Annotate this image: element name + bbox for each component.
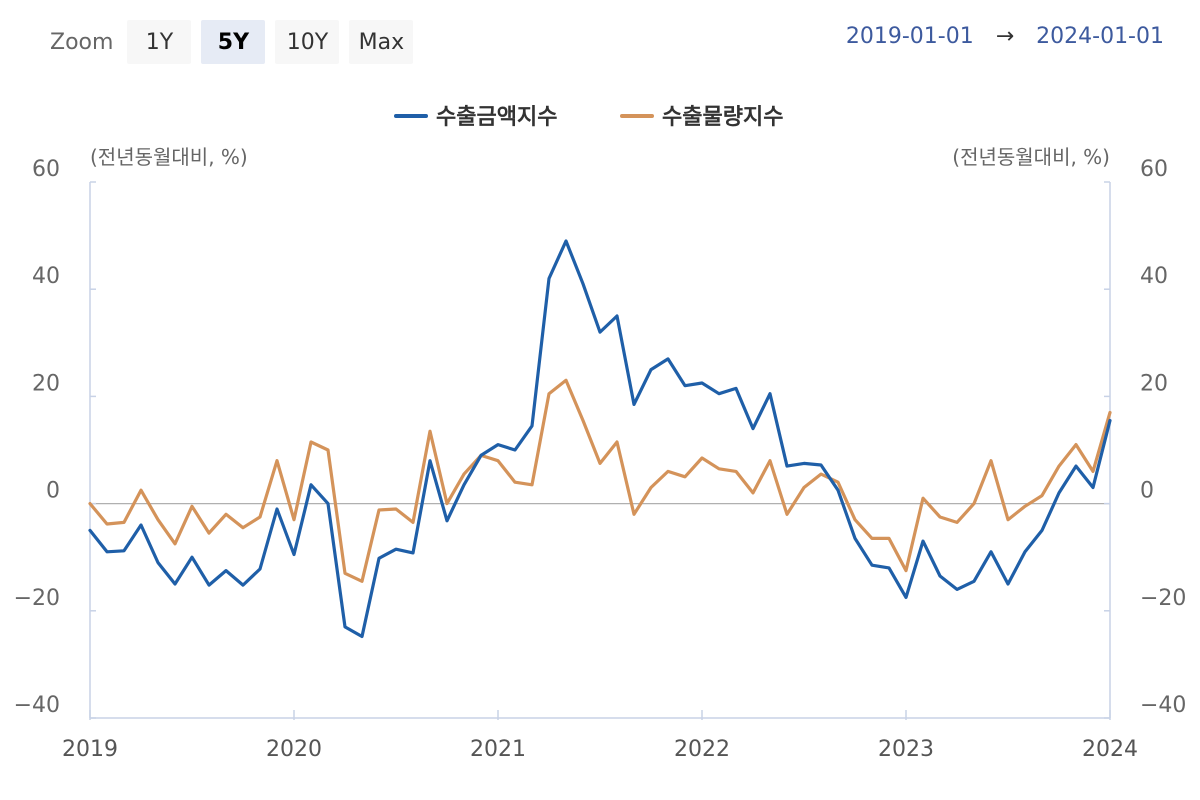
right-tick-label: −40	[1140, 693, 1186, 718]
range-from[interactable]: 2019-01-01	[845, 24, 974, 49]
right-tick-label: 40	[1140, 264, 1168, 289]
legend-label: 수출금액지수	[436, 105, 557, 130]
left-tick-label: 0	[46, 479, 60, 504]
legend-label: 수출물량지수	[662, 105, 783, 130]
left-tick-label: 20	[32, 371, 60, 396]
zoom-max-button[interactable]: Max	[349, 20, 414, 64]
gridlines	[89, 182, 1111, 719]
date-range: 2019-01-01 → 2024-01-01	[846, 24, 1164, 49]
zoom-label: Zoom	[50, 29, 114, 55]
series-line-0[interactable]	[88, 239, 1112, 639]
right-axis-unit: (전년동월대비, %)	[952, 145, 1110, 169]
right-y-axis: 60 40 20 0 −20 −40	[1104, 157, 1186, 719]
x-tick-label: 2022	[674, 737, 730, 762]
zoom-1y-button[interactable]: 1Y	[127, 20, 192, 64]
x-tick-label: 2020	[266, 737, 322, 762]
right-tick-label: 0	[1140, 479, 1154, 504]
legend-item[interactable]: 수출금액지수	[394, 105, 557, 130]
series-line-1[interactable]	[88, 378, 1112, 583]
legend-item[interactable]: 수출물량지수	[620, 105, 783, 130]
right-tick-label: 60	[1140, 157, 1168, 182]
left-tick-label: −40	[14, 693, 60, 718]
right-tick-label: 20	[1140, 371, 1168, 396]
legend[interactable]: 수출금액지수 수출물량지수	[394, 105, 783, 130]
zoom-toolbar: Zoom 1Y 5Y 10Y Max	[50, 20, 414, 64]
range-to[interactable]: 2024-01-01	[1036, 24, 1164, 49]
left-tick-label: 60	[32, 157, 60, 182]
x-axis: 2019 2020 2021 2022 2023 2024	[62, 710, 1138, 762]
zoom-5y-button[interactable]: 5Y	[201, 20, 266, 64]
x-tick-label: 2019	[62, 737, 118, 762]
x-tick-label: 2023	[878, 737, 934, 762]
zoom-10y-button[interactable]: 10Y	[275, 20, 340, 64]
left-y-axis: 60 40 20 0 −20 −40	[14, 157, 96, 719]
series-lines	[88, 239, 1112, 639]
range-arrow: →	[995, 24, 1015, 49]
x-tick-label: 2024	[1082, 737, 1138, 762]
right-tick-label: −20	[1140, 586, 1186, 611]
left-tick-label: 40	[32, 264, 60, 289]
left-tick-label: −20	[14, 586, 60, 611]
x-tick-label: 2021	[470, 737, 526, 762]
left-axis-unit: (전년동월대비, %)	[90, 145, 248, 169]
